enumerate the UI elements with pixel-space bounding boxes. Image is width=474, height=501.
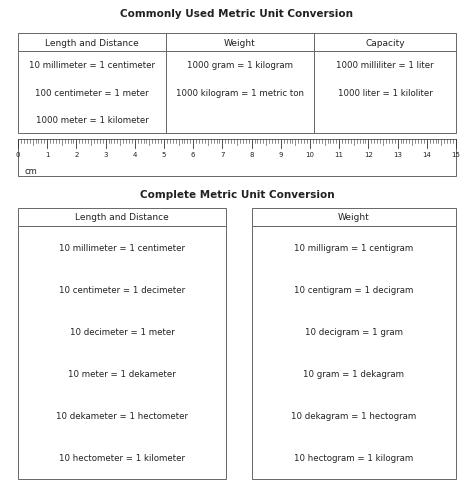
Text: 10 decimeter = 1 meter: 10 decimeter = 1 meter: [70, 327, 174, 336]
Text: 10 milligram = 1 centigram: 10 milligram = 1 centigram: [294, 243, 414, 252]
Text: 1000 kilogram = 1 metric ton: 1000 kilogram = 1 metric ton: [176, 88, 304, 97]
Text: 0: 0: [16, 152, 20, 158]
Text: 10 dekagram = 1 hectogram: 10 dekagram = 1 hectogram: [292, 411, 417, 420]
Text: 2: 2: [74, 152, 79, 158]
Text: 1000 meter = 1 kilometer: 1000 meter = 1 kilometer: [36, 116, 148, 125]
Bar: [18, 140, 456, 177]
Text: 10 millimeter = 1 centimeter: 10 millimeter = 1 centimeter: [29, 61, 155, 70]
Text: 14: 14: [422, 152, 431, 158]
Text: Weight: Weight: [338, 213, 370, 222]
Text: 10 meter = 1 dekameter: 10 meter = 1 dekameter: [68, 369, 176, 378]
Text: 1000 gram = 1 kilogram: 1000 gram = 1 kilogram: [187, 61, 293, 70]
Text: 4: 4: [133, 152, 137, 158]
Text: 10: 10: [306, 152, 315, 158]
Text: 12: 12: [364, 152, 373, 158]
Text: 6: 6: [191, 152, 195, 158]
Text: 10 centigram = 1 decigram: 10 centigram = 1 decigram: [294, 285, 414, 294]
Text: 10 gram = 1 dekagram: 10 gram = 1 dekagram: [303, 369, 404, 378]
Text: cm: cm: [25, 166, 37, 175]
Text: 1000 liter = 1 kiloliter: 1000 liter = 1 kiloliter: [337, 88, 432, 97]
Text: 13: 13: [393, 152, 402, 158]
Bar: [18, 208, 226, 479]
Text: 9: 9: [279, 152, 283, 158]
Text: Capacity: Capacity: [365, 39, 405, 48]
Text: Length and Distance: Length and Distance: [45, 39, 139, 48]
Text: Complete Metric Unit Conversion: Complete Metric Unit Conversion: [140, 189, 334, 199]
Text: Length and Distance: Length and Distance: [75, 213, 169, 222]
Text: 7: 7: [220, 152, 225, 158]
Text: 100 centimeter = 1 meter: 100 centimeter = 1 meter: [35, 88, 149, 97]
Text: 10 millimeter = 1 centimeter: 10 millimeter = 1 centimeter: [59, 243, 185, 252]
Text: 11: 11: [335, 152, 344, 158]
Text: 10 decigram = 1 gram: 10 decigram = 1 gram: [305, 327, 403, 336]
Text: Weight: Weight: [224, 39, 256, 48]
Text: 10 centimeter = 1 decimeter: 10 centimeter = 1 decimeter: [59, 285, 185, 294]
Text: 1: 1: [45, 152, 49, 158]
Text: 3: 3: [103, 152, 108, 158]
Text: 10 hectogram = 1 kilogram: 10 hectogram = 1 kilogram: [294, 453, 414, 462]
Bar: [252, 208, 456, 479]
Text: 10 hectometer = 1 kilometer: 10 hectometer = 1 kilometer: [59, 453, 185, 462]
Text: 10 dekameter = 1 hectometer: 10 dekameter = 1 hectometer: [56, 411, 188, 420]
Text: 15: 15: [452, 152, 460, 158]
Text: 1000 milliliter = 1 liter: 1000 milliliter = 1 liter: [336, 61, 434, 70]
Text: 5: 5: [162, 152, 166, 158]
Text: 8: 8: [249, 152, 254, 158]
Bar: [18, 34, 456, 134]
Text: Commonly Used Metric Unit Conversion: Commonly Used Metric Unit Conversion: [120, 9, 354, 19]
